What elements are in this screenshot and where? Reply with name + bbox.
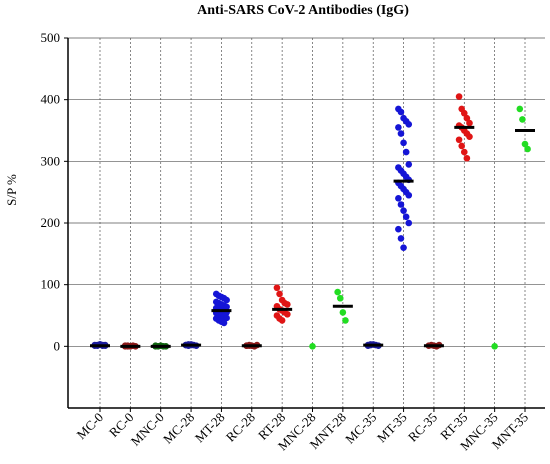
data-point <box>223 303 230 311</box>
data-point <box>397 201 405 208</box>
y-tick-label: 100 <box>41 277 61 292</box>
data-point <box>466 119 473 127</box>
data-point <box>276 290 283 298</box>
data-point <box>405 191 413 199</box>
y-tick-label: 200 <box>41 215 61 230</box>
data-point <box>336 294 344 302</box>
data-point <box>395 124 402 131</box>
data-point <box>463 114 471 122</box>
data-point <box>460 148 468 156</box>
data-point <box>405 161 413 168</box>
y-tick-label: 500 <box>41 30 61 45</box>
data-point <box>455 136 463 144</box>
chart-title: Anti-SARS CoV-2 Antibodies (IgG) <box>197 3 409 18</box>
data-point <box>524 145 531 153</box>
data-point <box>395 195 402 202</box>
data-point <box>309 343 316 350</box>
data-point <box>223 314 230 322</box>
data-point <box>395 225 402 233</box>
data-point <box>521 140 529 148</box>
data-point <box>519 116 526 123</box>
y-tick-label: 0 <box>54 338 61 353</box>
data-point <box>273 284 281 292</box>
data-point <box>339 309 347 316</box>
data-point <box>278 317 286 324</box>
data-point <box>455 93 463 100</box>
data-point <box>405 219 413 227</box>
x-tick-label: MT-35 <box>374 410 410 446</box>
x-tick-label: MT-28 <box>192 410 228 446</box>
x-tick-label: RC-35 <box>405 410 440 445</box>
data-point <box>402 148 410 156</box>
data-point <box>220 319 228 327</box>
y-axis-label: S/P % <box>4 174 19 206</box>
data-point <box>342 317 349 324</box>
data-point <box>400 244 407 251</box>
data-point <box>405 121 413 128</box>
data-point <box>334 288 341 296</box>
data-point <box>516 105 524 113</box>
data-point <box>463 154 471 162</box>
y-tick-label: 400 <box>41 92 61 107</box>
data-point <box>400 207 407 214</box>
x-tick-label: MC-0 <box>74 410 107 443</box>
data-point <box>397 235 405 242</box>
data-point <box>400 139 407 147</box>
x-tick-label: RC-28 <box>223 410 258 445</box>
x-tick-label: MC-35 <box>342 410 379 447</box>
data-point <box>397 130 405 137</box>
data-point <box>458 142 465 150</box>
data-point <box>284 301 291 308</box>
data-point <box>397 108 405 116</box>
data-point <box>466 133 473 140</box>
data-point <box>491 343 498 350</box>
data-point <box>223 296 230 304</box>
data-point <box>402 213 410 221</box>
x-tick-label: MC-28 <box>160 410 197 447</box>
x-tick-label: MNC-0 <box>128 410 167 449</box>
y-tick-label: 300 <box>41 153 61 168</box>
data-point <box>460 109 468 117</box>
data-point <box>284 310 291 318</box>
